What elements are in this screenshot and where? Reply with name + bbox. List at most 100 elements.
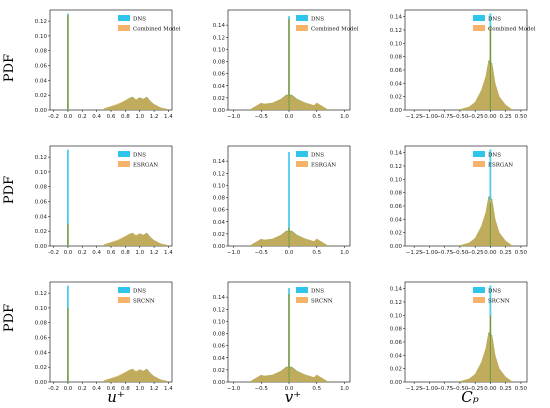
overlap-spike <box>489 202 491 246</box>
x-tick-label: 0.2 <box>78 114 87 120</box>
series-area-model <box>103 232 169 246</box>
x-tick-label: −1.00 <box>421 114 438 120</box>
overlap-spike <box>288 227 290 246</box>
series-area-model <box>459 62 512 110</box>
legend-swatch-model <box>118 161 130 167</box>
y-tick-label: 0.08 <box>35 49 48 55</box>
y-tick-label: 0.14 <box>213 295 226 301</box>
row-ylabel-1: PDF <box>2 176 17 204</box>
x-tick-label: −0.50 <box>451 114 468 120</box>
y-tick-label: 0.04 <box>390 353 403 359</box>
x-tick-label: 0.5 <box>312 386 321 392</box>
y-tick-label: 0.08 <box>35 185 48 191</box>
overlap-spike <box>67 223 69 246</box>
y-tick-label: 0.02 <box>213 96 225 102</box>
series-spike-dns <box>489 149 492 246</box>
series-area-model <box>459 198 512 246</box>
x-tick-label: 1.0 <box>340 250 349 256</box>
series-area-model <box>103 97 169 110</box>
y-tick-label: 0.10 <box>35 170 48 176</box>
series-area-model <box>103 368 169 382</box>
x-tick-label: 0.4 <box>92 114 101 120</box>
plot-area <box>459 285 512 382</box>
x-tick-label: −0.25 <box>467 250 484 256</box>
x-tick-label: −0.75 <box>436 250 453 256</box>
y-tick-label: 0.00 <box>35 108 48 114</box>
y-tick-label: 0.12 <box>213 171 225 177</box>
col-xlabel-u: u⁺ <box>107 388 125 406</box>
x-tick-label: 1.0 <box>135 114 144 120</box>
y-tick-label: 0.02 <box>35 229 47 235</box>
x-tick-label: 0.2 <box>78 250 87 256</box>
legend-label-dns: DNS <box>311 17 324 23</box>
legend-swatch-dns <box>118 287 130 293</box>
x-tick-label: −1.25 <box>406 386 423 392</box>
col-xlabel-v: v⁺ <box>285 388 301 406</box>
x-tick-label: 0.6 <box>107 386 116 392</box>
x-tick-label: 1.0 <box>340 386 349 392</box>
x-tick-label: 1.2 <box>150 386 159 392</box>
y-tick-label: 0.08 <box>390 55 403 61</box>
legend-label-dns: DNS <box>133 17 146 23</box>
legend-label-model: Combined Model <box>488 27 536 33</box>
y-tick-label: 0.06 <box>213 208 226 214</box>
y-tick-label: 0.00 <box>213 380 226 386</box>
legend-label-model: SRCNN <box>311 299 333 305</box>
overlap-spike <box>67 15 69 110</box>
x-tick-label: 1.0 <box>135 250 144 256</box>
x-tick-label: 0.5 <box>312 114 321 120</box>
row-ylabel-0: PDF <box>2 54 17 82</box>
legend-label-model: ESRGAN <box>488 163 513 169</box>
plot-area <box>67 149 169 246</box>
x-tick-label: −1.25 <box>406 114 423 120</box>
y-tick-label: 0.14 <box>390 287 403 293</box>
legend-swatch-dns <box>473 15 485 21</box>
y-tick-label: 0.06 <box>390 340 403 346</box>
plot-area <box>459 13 512 110</box>
x-tick-label: 0.50 <box>515 250 528 256</box>
y-tick-label: 0.08 <box>390 191 403 197</box>
x-tick-label: 1.2 <box>150 250 159 256</box>
x-tick-label: 1.4 <box>164 250 173 256</box>
y-tick-label: 0.04 <box>35 78 48 84</box>
x-tick-label: −0.75 <box>436 386 453 392</box>
legend-swatch-dns <box>118 15 130 21</box>
y-tick-label: 0.00 <box>390 108 403 114</box>
y-tick-label: 0.08 <box>213 196 226 202</box>
legend-swatch-model <box>296 161 308 167</box>
x-tick-label: 0.8 <box>121 250 130 256</box>
y-tick-label: 0.06 <box>213 344 226 350</box>
axes-frame <box>404 281 528 383</box>
y-tick-label: 0.10 <box>35 34 48 40</box>
y-tick-label: 0.00 <box>213 108 226 114</box>
y-tick-label: 0.02 <box>35 365 47 371</box>
x-tick-label: 0.0 <box>64 114 73 120</box>
panel-r0c1: −1.0 −0.5 0.0 0.5 1.0 0.00 0.02 0.04 0.06 0.08 0.1… <box>213 9 359 120</box>
y-tick-label: 0.14 <box>390 15 403 21</box>
legend-swatch-dns <box>296 15 308 21</box>
x-tick-label: -0.2 <box>48 250 59 256</box>
y-tick-label: 0.06 <box>35 200 48 206</box>
y-tick-label: 0.04 <box>390 81 403 87</box>
x-tick-label: −0.50 <box>451 386 468 392</box>
x-tick-label: 0.00 <box>484 114 497 120</box>
x-tick-label: −0.25 <box>467 114 484 120</box>
x-tick-label: −0.25 <box>467 386 484 392</box>
y-tick-label: 0.10 <box>35 306 48 312</box>
x-tick-label: 0.6 <box>107 250 116 256</box>
x-tick-label: 0.25 <box>500 250 513 256</box>
legend-label-model: ESRGAN <box>133 163 158 169</box>
legend-swatch-model <box>473 161 485 167</box>
y-tick-label: 0.02 <box>213 232 225 238</box>
y-tick-label: 0.10 <box>390 177 403 183</box>
overlap-spike <box>288 19 290 110</box>
plot-area <box>67 13 169 110</box>
x-tick-label: 1.4 <box>164 386 173 392</box>
legend-swatch-model <box>473 297 485 303</box>
y-tick-label: 0.04 <box>35 214 48 220</box>
y-tick-label: 0.02 <box>35 93 47 99</box>
x-tick-label: 0.2 <box>78 386 87 392</box>
legend-label-model: ESRGAN <box>311 163 336 169</box>
legend-label-dns: DNS <box>311 153 324 159</box>
x-tick-label: 0.0 <box>285 114 294 120</box>
